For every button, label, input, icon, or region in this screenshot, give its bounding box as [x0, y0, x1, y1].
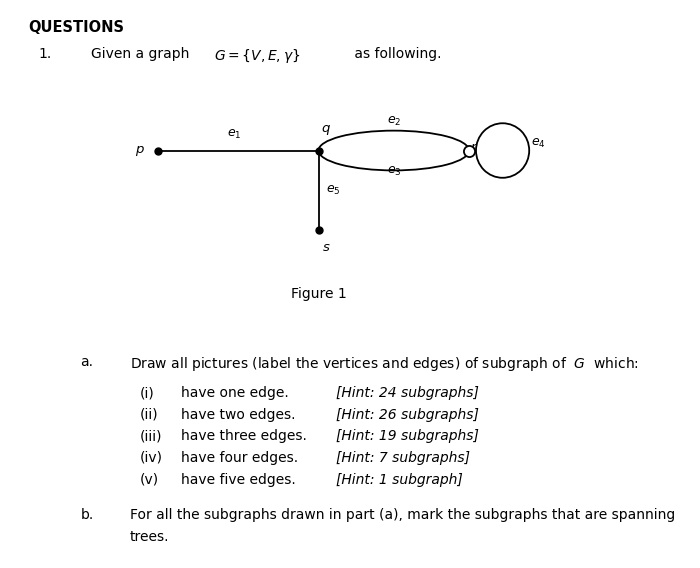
Text: (ii): (ii)	[140, 408, 159, 422]
Text: [Hint: 26 subgraphs]: [Hint: 26 subgraphs]	[336, 408, 479, 422]
Text: Draw all pictures (label the vertices and edges) of subgraph of  $G$  which:: Draw all pictures (label the vertices an…	[130, 355, 638, 373]
Text: b.: b.	[80, 508, 94, 523]
Text: $s$: $s$	[322, 241, 330, 254]
Text: 1.: 1.	[38, 47, 52, 61]
Text: [Hint: 24 subgraphs]: [Hint: 24 subgraphs]	[336, 386, 479, 400]
Text: QUESTIONS: QUESTIONS	[28, 20, 124, 35]
Text: have two edges.: have two edges.	[181, 408, 295, 422]
Text: $e_4$: $e_4$	[531, 136, 545, 150]
Text: (iii): (iii)	[140, 429, 162, 444]
Text: $r$: $r$	[470, 141, 479, 154]
Text: as following.: as following.	[350, 47, 442, 61]
Text: [Hint: 7 subgraphs]: [Hint: 7 subgraphs]	[336, 451, 470, 465]
Text: (iv): (iv)	[140, 451, 163, 465]
Text: a.: a.	[80, 355, 94, 369]
Text: [Hint: 19 subgraphs]: [Hint: 19 subgraphs]	[336, 429, 479, 444]
Text: [Hint: 1 subgraph]: [Hint: 1 subgraph]	[336, 473, 463, 487]
Text: have three edges.: have three edges.	[181, 429, 307, 444]
Text: Given a graph: Given a graph	[91, 47, 198, 61]
Text: $G = \{V, E, \gamma\}$: $G = \{V, E, \gamma\}$	[214, 47, 300, 65]
Text: trees.: trees.	[130, 530, 169, 544]
Text: $e_5$: $e_5$	[326, 183, 340, 197]
Text: (v): (v)	[140, 473, 159, 487]
Text: Figure 1: Figure 1	[290, 287, 346, 301]
Text: (i): (i)	[140, 386, 155, 400]
Text: have five edges.: have five edges.	[181, 473, 295, 487]
Text: have four edges.: have four edges.	[181, 451, 298, 465]
Text: $e_3$: $e_3$	[387, 165, 401, 178]
Text: $e_2$: $e_2$	[387, 115, 401, 128]
Text: have one edge.: have one edge.	[181, 386, 288, 400]
Text: $p$: $p$	[135, 144, 145, 157]
Text: $e_1$: $e_1$	[228, 128, 241, 141]
Text: $q$: $q$	[321, 123, 330, 137]
Text: For all the subgraphs drawn in part (a), mark the subgraphs that are spanning: For all the subgraphs drawn in part (a),…	[130, 508, 675, 523]
